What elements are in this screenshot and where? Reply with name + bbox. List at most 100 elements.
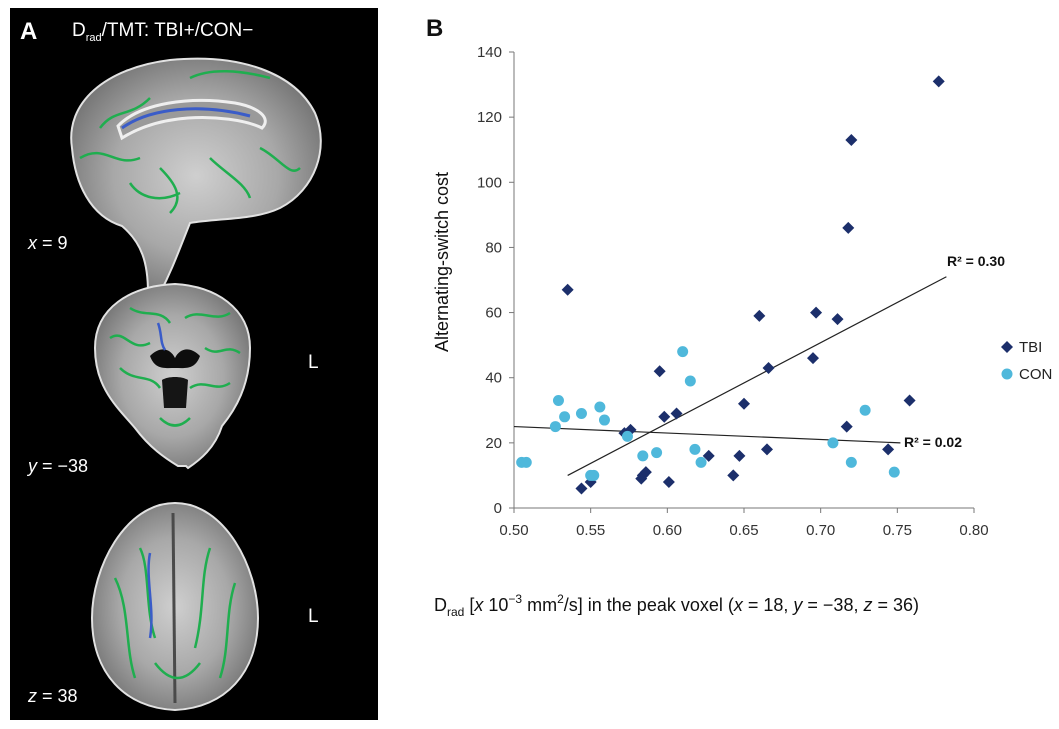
panel-a-title-sub: rad [85,31,102,44]
slice-var-y: y [28,456,37,476]
point-tbi [831,313,844,326]
y-tick-label: 0 [494,500,502,517]
point-con [827,437,839,449]
slice-label-axial: z = 38 [28,686,78,707]
sagittal-slice-image [70,57,322,294]
y-tick-labels: 0 20 40 60 80 100 120 140 [477,44,514,517]
xlabel-part-g: = 36) [872,595,919,615]
scatter-chart: B 0 20 40 60 80 100 120 140 0.50 0.55 0.60 0.65 0.7… [426,15,1052,619]
xlabel-part-b: 10 [483,595,508,615]
point-tbi [733,449,746,462]
slice-eq-y: = −38 [37,456,89,476]
x-tick-label: 0.60 [653,522,682,539]
x-tick-labels: 0.50 0.55 0.60 0.65 0.70 0.75 0.80 [499,508,989,539]
trend-lines [513,276,947,476]
point-tbi [932,75,945,88]
xlabel-part-e: = 18, [743,595,794,615]
trend-line-tbi [567,276,947,476]
point-con [549,421,561,433]
point-con [695,456,707,468]
panel-a-title-rest: /TMT: TBI+/CON− [101,20,254,41]
slice-label-sagittal: x = 9 [28,233,68,254]
point-con [689,443,701,455]
xlabel-exponent-1: −3 [508,592,522,606]
x-tick-label: 0.80 [959,522,988,539]
point-tbi [662,475,675,488]
point-tbi [882,443,895,456]
r2-label-con: R² = 0.02 [904,434,962,450]
slice-label-coronal: y = −38 [28,456,88,477]
point-con [559,411,571,423]
slice-eq-x: = 9 [37,233,68,253]
point-tbi [761,443,773,456]
point-tbi [762,361,775,374]
x-tick-label: 0.70 [806,522,835,539]
point-tbi [903,394,916,407]
point-tbi [753,309,766,322]
coronal-slice-image [93,282,252,470]
trend-line-con [513,425,901,444]
x-tick-label: 0.75 [883,522,912,539]
xlabel-var-y: y [791,595,803,615]
r2-label-tbi: R² = 0.30 [947,253,1005,269]
xlabel-main: D [434,595,447,615]
xlabel-var-x2: x [733,595,744,615]
point-con [845,456,857,468]
x-tick-label: 0.65 [729,522,758,539]
point-tbi [670,407,683,420]
slice-var-z: z [28,686,37,706]
brain-images [70,57,322,712]
brain-slices-panel: A Drad/TMT: TBI+/CON− [10,8,378,720]
point-con [575,408,587,420]
legend-label-con: CON [1019,366,1052,383]
legend-marker-tbi [1001,341,1013,353]
point-tbi [702,449,715,462]
point-tbi [727,469,740,482]
panel-a-title-main: D [72,20,86,41]
point-con [637,450,649,462]
point-tbi [842,221,855,234]
y-tick-label: 80 [485,239,502,256]
x-tick-label: 0.55 [576,522,605,539]
y-tick-label: 100 [477,174,502,191]
panel-a-title: Drad/TMT: TBI+/CON− [72,20,253,44]
panel-a-letter: A [20,18,38,45]
xlabel-part-a: [ [464,595,474,615]
point-con [621,430,633,442]
point-tbi [658,410,671,423]
legend-marker-con [1001,368,1013,380]
chart-legend: TBI CON [1001,339,1052,383]
point-tbi [624,423,637,436]
y-axis-label: Alternating-switch cost [432,172,452,352]
point-con [520,456,532,468]
point-tbi [738,397,750,410]
data-points [516,75,945,495]
point-con [651,447,663,459]
slice-eq-z: = 38 [37,686,78,706]
y-tick-label: 20 [485,435,502,452]
y-tick-label: 120 [477,109,502,126]
y-tick-label: 60 [485,305,502,322]
xlabel-var-x: x [473,595,484,615]
x-axis-label: Drad [x 10−3 mm2/s] in the peak voxel (x… [434,592,919,619]
point-tbi [807,352,819,365]
point-tbi [840,420,853,433]
point-con [598,414,610,426]
slice-var-x: x [28,233,37,253]
xlabel-exponent-2: 2 [557,592,564,606]
point-tbi [561,283,574,296]
point-con [888,466,900,478]
y-tick-label: 140 [477,44,502,61]
x-tick-label: 0.50 [499,522,528,539]
point-con [684,375,696,387]
point-con [588,469,600,481]
axial-slice-image [90,501,260,712]
legend-label-tbi: TBI [1019,339,1042,356]
point-con [552,395,564,407]
point-tbi [653,365,666,378]
xlabel-part-f: = −38, [802,595,863,615]
xlabel-var-z: z [862,595,872,615]
point-con [859,404,871,416]
point-con [677,346,689,358]
left-hemisphere-marker-coronal: L [308,352,319,373]
